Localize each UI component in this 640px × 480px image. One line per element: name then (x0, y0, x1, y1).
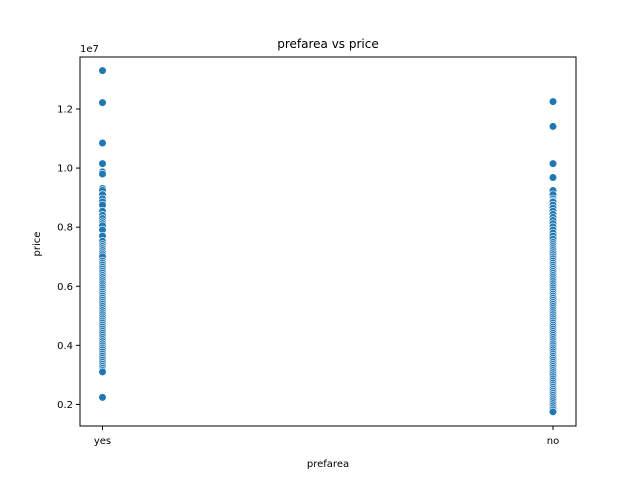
x-axis-ticks: yes no (94, 426, 559, 447)
data-point (548, 122, 558, 131)
y-tick-label: 1.0 (57, 164, 73, 175)
y-tick-label: 0.8 (57, 223, 73, 234)
y-tick-label: 0.6 (57, 282, 73, 293)
data-point (98, 367, 107, 377)
x-tick-label: yes (94, 436, 111, 447)
data-point (98, 169, 107, 179)
y-axis-ticks: 0.2 0.4 0.6 0.8 1.0 1.2 (57, 104, 80, 411)
y-offset-label: 1e7 (80, 44, 99, 55)
data-point (548, 407, 558, 416)
x-tick-label: no (547, 436, 559, 447)
data-point (98, 66, 107, 75)
y-tick-label: 0.4 (57, 341, 73, 352)
data-point (548, 97, 558, 106)
data-point (98, 393, 107, 402)
y-axis-label: price (32, 232, 43, 257)
y-tick-label: 1.2 (57, 104, 73, 115)
data-point (548, 173, 558, 182)
data-point (98, 138, 107, 148)
data-point (98, 98, 107, 107)
data-point (548, 159, 558, 168)
points-layer (98, 66, 558, 416)
x-axis-label: prefarea (307, 459, 349, 470)
chart-title: prefarea vs price (277, 37, 379, 51)
plot-frame (79, 56, 577, 427)
data-point (98, 159, 107, 168)
y-tick-label: 0.2 (57, 400, 73, 411)
